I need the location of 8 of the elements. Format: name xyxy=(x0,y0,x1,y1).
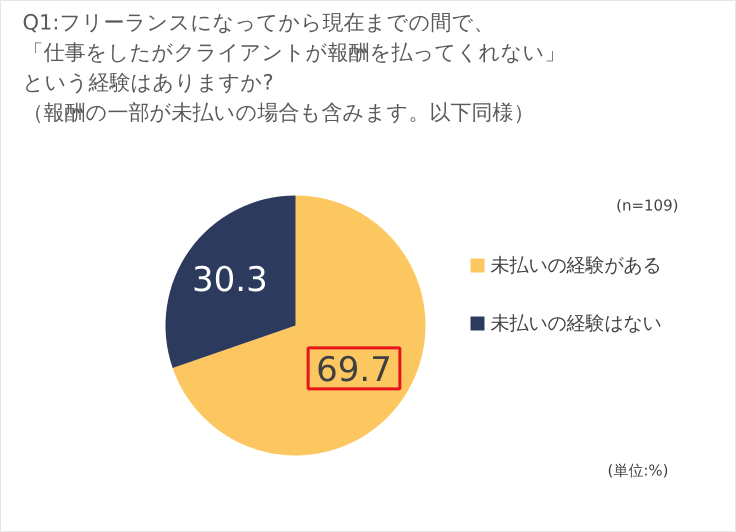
legend-label: 未払いの経験がある xyxy=(490,254,662,276)
chart-title: Q1:フリーランスになってから現在までの間で、「仕事をしたがクライアントが報酬を払ってくれない」という経験はありますか? xyxy=(22,10,566,94)
legend-label: 未払いの経験はない xyxy=(490,312,662,334)
text: (n=109) xyxy=(616,196,679,214)
text: (単位:%) xyxy=(607,462,669,480)
data-label: 69.7 xyxy=(316,350,392,390)
chart-subtitle: （報酬の一部が未払いの場合も含みます。以下同様） xyxy=(22,100,534,124)
data-label: 30.3 xyxy=(192,260,268,300)
